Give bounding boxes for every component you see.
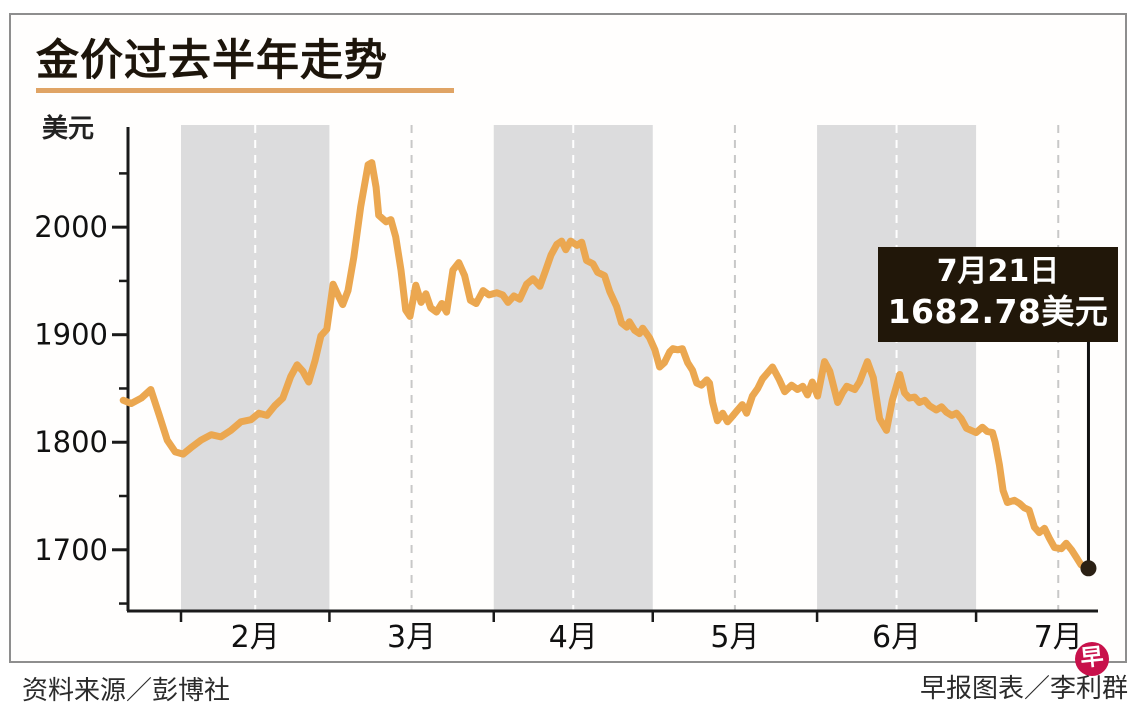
y-axis-unit-label: 美元 [42,114,95,144]
callout-date: 7月21日 [936,254,1060,289]
zaobao-logo: 早 [1075,642,1109,676]
last-price-callout: 7月21日 1682.78美元 [878,247,1118,342]
last-price-dot [1080,560,1097,577]
y-tick-label: 1900 [34,318,108,352]
source-credit: 资料来源／彭博社 [22,676,231,706]
x-month-label: 3月 [387,620,436,655]
title-underline [36,88,454,93]
y-tick-label: 2000 [34,210,108,244]
gold-price-line [119,159,1092,572]
page-title: 金价过去半年走势 [36,36,388,86]
x-month-label: 7月 [1034,620,1083,655]
y-tick-label: 1800 [34,425,108,459]
author-credit: 早报图表／李利群 [919,674,1128,704]
y-tick-label: 1700 [34,533,108,567]
x-month-label: 6月 [872,620,921,655]
x-month-label: 4月 [549,620,598,655]
callout-value: 1682.78美元 [887,292,1109,331]
x-month-label: 5月 [710,620,759,655]
x-month-label: 2月 [231,620,280,655]
